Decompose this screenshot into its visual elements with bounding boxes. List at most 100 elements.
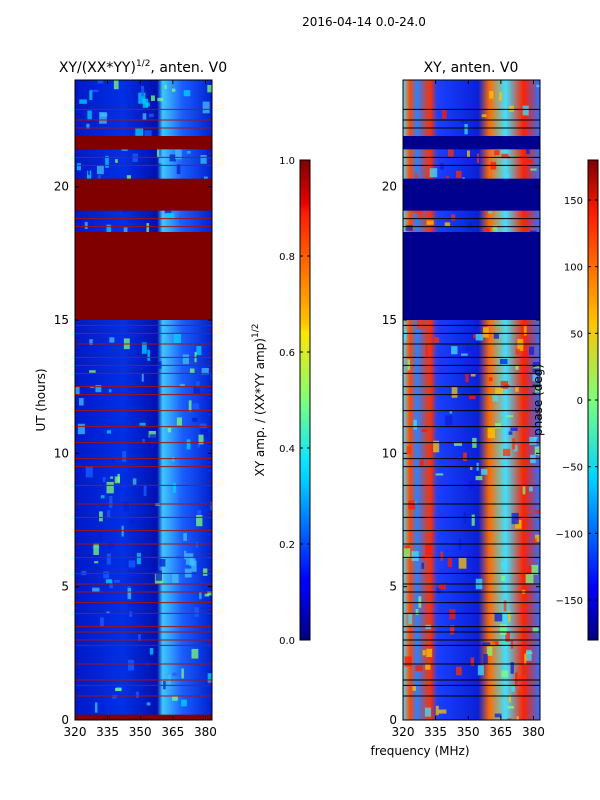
heatmap-speckle [415, 609, 419, 615]
heatmap-speckle [438, 584, 446, 590]
heatmap-speckle [501, 153, 509, 159]
heatmap-speckle [413, 419, 417, 430]
heatmap-speckle [424, 707, 431, 717]
heatmap-speckle [142, 98, 149, 108]
heatmap-speckle [533, 538, 537, 546]
heatmap-speckle [108, 389, 112, 393]
heatmap-speckle [95, 385, 102, 393]
heatmap-speckle [529, 486, 533, 492]
heatmap-speckle [463, 452, 467, 462]
heatmap-speckle [165, 127, 168, 136]
heatmap-speckle [185, 553, 194, 565]
heatmap-speckle [100, 617, 104, 627]
heatmap-speckle [156, 147, 160, 158]
heatmap-speckle [77, 423, 85, 435]
x-tick-label: 380 [522, 725, 545, 739]
heatmap-speckle [470, 466, 473, 471]
frequency-x-axis-label: frequency (MHz) [370, 744, 469, 758]
heatmap-speckle [172, 482, 177, 493]
colorbar-tick-label: 150 [564, 196, 583, 207]
heatmap-speckle [175, 149, 182, 160]
heatmap-speckle [172, 672, 178, 676]
heatmap-speckle [515, 519, 522, 529]
heatmap-speckle [123, 501, 130, 511]
heatmap-speckle [135, 691, 139, 698]
heatmap-speckle [149, 648, 154, 655]
heatmap-speckle [526, 159, 534, 163]
heatmap-speckle [532, 374, 537, 382]
heatmap-speckle [138, 634, 141, 642]
colorbar-tick-label: −50 [562, 463, 583, 474]
heatmap-speckle [192, 403, 200, 410]
heatmap-speckle [487, 427, 495, 439]
heatmap-speckle [508, 610, 511, 622]
heatmap-speckle [176, 417, 182, 426]
heatmap-speckle [179, 383, 185, 387]
heatmap-speckle [122, 451, 127, 462]
heatmap-speckle [151, 442, 154, 449]
y-tick-label: 10 [382, 446, 397, 460]
heatmap-speckle [458, 557, 467, 569]
amplitude-colorbar-ticks: 0.0 0.2 0.4 0.6 0.8 1.0 [279, 156, 310, 647]
heatmap-speckle [106, 553, 111, 565]
heatmap-speckle [429, 168, 438, 178]
heatmap-speckle [529, 346, 535, 355]
heatmap-speckle [110, 476, 114, 479]
heatmap-speckle [210, 501, 212, 511]
heatmap-speckle [193, 385, 201, 394]
heatmap-speckle [471, 514, 475, 526]
heatmap-speckle [149, 113, 154, 118]
heatmap-speckle [94, 702, 98, 713]
heatmap-speckle [126, 175, 131, 180]
heatmap-speckle [510, 662, 514, 674]
heatmap-speckle [146, 702, 151, 706]
heatmap-speckle [207, 84, 212, 93]
heatmap-speckle [505, 631, 510, 642]
heatmap-speckle [141, 85, 145, 97]
amplitude-colorbar-gradient [299, 159, 311, 641]
x-tick-label: 350 [457, 725, 480, 739]
heatmap-speckle [530, 168, 537, 171]
heatmap-speckle [488, 211, 493, 214]
heatmap-speckle [196, 346, 202, 356]
heatmap-speckle [407, 359, 411, 371]
heatmap-speckle [89, 370, 96, 373]
heatmap-speckle [456, 666, 462, 676]
y-tick-label: 0 [389, 713, 397, 727]
heatmap-speckle [535, 534, 540, 542]
heatmap-speckle [425, 664, 431, 670]
heatmap-speckle [426, 220, 434, 225]
heatmap-speckle [136, 552, 141, 565]
heatmap-speckle [132, 478, 137, 485]
heatmap-speckle [404, 656, 412, 667]
heatmap-speckle [494, 713, 502, 718]
heatmap-speckle [207, 673, 212, 683]
heatmap-speckle [526, 649, 532, 661]
amplitude-y-axis-label: UT (hours) [34, 368, 48, 431]
heatmap-speckle [89, 90, 93, 100]
amplitude-panel: XY/(XX*YY)1/2, anten. V0 320 335 350 365 380… [34, 59, 227, 739]
heatmap-speckle [412, 686, 417, 691]
heatmap-speckle [474, 320, 479, 329]
heatmap-speckle [199, 423, 207, 428]
amplitude-flag-lines [75, 108, 212, 697]
heatmap-speckle [191, 560, 197, 572]
heatmap-speckle [78, 398, 84, 406]
heatmap-speckle [531, 564, 539, 575]
y-tick-label: 0 [61, 713, 69, 727]
heatmap-speckle [171, 88, 176, 92]
heatmap-speckle [408, 500, 416, 510]
heatmap-speckle [449, 411, 453, 414]
heatmap-speckle [492, 394, 499, 402]
heatmap-speckle [135, 128, 144, 136]
heatmap-speckle [147, 349, 151, 361]
heatmap-speckle [84, 221, 88, 230]
heatmap-speckle [489, 91, 494, 99]
heatmap-speckle [94, 561, 99, 564]
heatmap-speckle [516, 716, 519, 720]
heatmap-speckle [445, 415, 453, 426]
heatmap-speckle [510, 427, 518, 431]
heatmap-speckle [96, 165, 104, 175]
heatmap-speckle [467, 222, 473, 230]
heatmap-speckle [113, 80, 119, 90]
